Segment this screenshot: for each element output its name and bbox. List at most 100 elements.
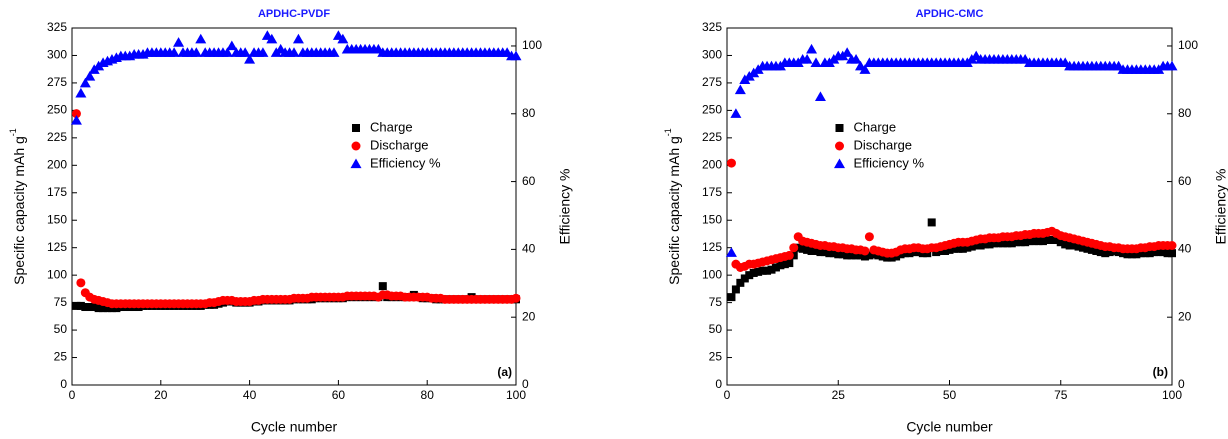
legend-text: Charge	[854, 119, 897, 134]
marker-square	[941, 246, 950, 255]
marker-square	[958, 244, 967, 253]
y-tick-label: 75	[709, 295, 723, 309]
panel-annotation: (a)	[497, 365, 512, 379]
y2-tick-label: 60	[522, 174, 536, 188]
marker-square	[1021, 238, 1030, 247]
marker-triangle	[725, 247, 737, 257]
marker-square	[829, 249, 838, 258]
x-tick-label: 75	[1054, 388, 1068, 402]
marker-square	[1030, 237, 1039, 246]
marker-square	[1003, 239, 1012, 248]
y2-axis-label: Efficiency %	[557, 169, 573, 245]
marker-triangle	[75, 87, 87, 98]
y2-tick-label: 20	[1178, 309, 1192, 323]
y-tick-label: 75	[54, 295, 68, 309]
marker-square	[727, 293, 736, 302]
marker-triangle	[730, 108, 742, 118]
y-tick-label: 175	[702, 185, 722, 199]
legend-text: Discharge	[854, 137, 913, 152]
marker-square	[780, 260, 789, 269]
marker-triangle	[814, 91, 826, 101]
legend-marker	[835, 141, 844, 151]
x-tick-label: 25	[832, 388, 846, 402]
y2-tick-label: 80	[522, 106, 536, 120]
marker-square	[972, 241, 981, 250]
marker-triangle	[257, 47, 269, 57]
marker-square	[803, 245, 812, 254]
marker-triangle	[734, 84, 746, 95]
legend-marker	[352, 124, 360, 132]
marker-square	[981, 240, 990, 249]
marker-triangle	[810, 57, 822, 68]
marker-circle	[784, 250, 794, 260]
marker-square	[76, 301, 85, 310]
y-tick-label: 0	[60, 377, 67, 391]
y-tick-label: 250	[47, 103, 67, 117]
legend-text: Charge	[370, 119, 413, 134]
marker-square	[807, 246, 816, 255]
marker-square	[990, 239, 998, 248]
legend-marker	[834, 158, 845, 169]
marker-square	[90, 303, 99, 312]
marker-triangle	[173, 37, 185, 47]
marker-square	[740, 274, 749, 283]
marker-square	[1163, 249, 1172, 258]
y-tick-label: 25	[709, 350, 723, 364]
data-series	[727, 218, 1176, 302]
marker-triangle	[850, 54, 862, 64]
marker-triangle	[221, 47, 233, 57]
marker-square	[1070, 241, 1079, 250]
marker-triangle	[1166, 60, 1178, 71]
marker-square	[834, 250, 843, 259]
marker-circle	[511, 293, 521, 303]
marker-square	[1087, 245, 1096, 254]
chart-panel: 0 20 40 60 80 1000255075100125150175200225250…	[8, 8, 572, 435]
y-tick-label: 150	[702, 212, 722, 226]
marker-triangle	[244, 54, 256, 64]
marker-square	[1034, 237, 1043, 246]
marker-square	[81, 303, 90, 312]
y2-tick-label: 40	[522, 242, 536, 256]
marker-square	[749, 268, 758, 277]
marker-square	[378, 282, 387, 291]
marker-square	[976, 241, 985, 250]
marker-square	[1012, 238, 1021, 247]
data-series	[71, 109, 521, 309]
y-tick-label: 325	[702, 20, 722, 34]
marker-square	[798, 244, 807, 253]
marker-square	[1043, 236, 1052, 245]
y-axis-label: Specific capacity mAh g-1	[663, 128, 681, 285]
marker-triangle	[328, 47, 340, 57]
marker-triangle	[288, 47, 300, 57]
marker-square	[1038, 237, 1047, 246]
marker-square	[1079, 243, 1087, 252]
marker-square	[1150, 248, 1159, 257]
y2-tick-label: 0	[522, 377, 529, 391]
marker-circle	[71, 109, 81, 119]
marker-square	[745, 271, 754, 280]
y-axis-label: Specific capacity mAh g-1	[8, 128, 26, 285]
marker-triangle	[337, 33, 349, 44]
y-axis-label-main: Specific capacity mAh g	[11, 136, 27, 285]
marker-square	[1047, 236, 1056, 245]
y-tick-label: 250	[702, 103, 722, 117]
marker-triangle	[292, 33, 304, 44]
y2-tick-label: 80	[1178, 106, 1192, 120]
marker-circle	[789, 243, 799, 253]
marker-square	[103, 304, 112, 313]
x-tick-label: 60	[332, 388, 346, 402]
y-tick-label: 50	[54, 322, 68, 336]
marker-square	[72, 301, 81, 310]
y-tick-label: 175	[47, 185, 67, 199]
x-tick-label: 80	[421, 388, 435, 402]
marker-square	[812, 246, 820, 255]
marker-square	[771, 263, 780, 272]
plot-frame	[71, 27, 517, 386]
marker-square	[998, 239, 1007, 248]
marker-square	[820, 248, 829, 257]
y-tick-label: 125	[47, 240, 67, 254]
marker-square	[1127, 250, 1136, 259]
marker-square	[927, 218, 936, 227]
marker-triangle	[84, 70, 96, 81]
